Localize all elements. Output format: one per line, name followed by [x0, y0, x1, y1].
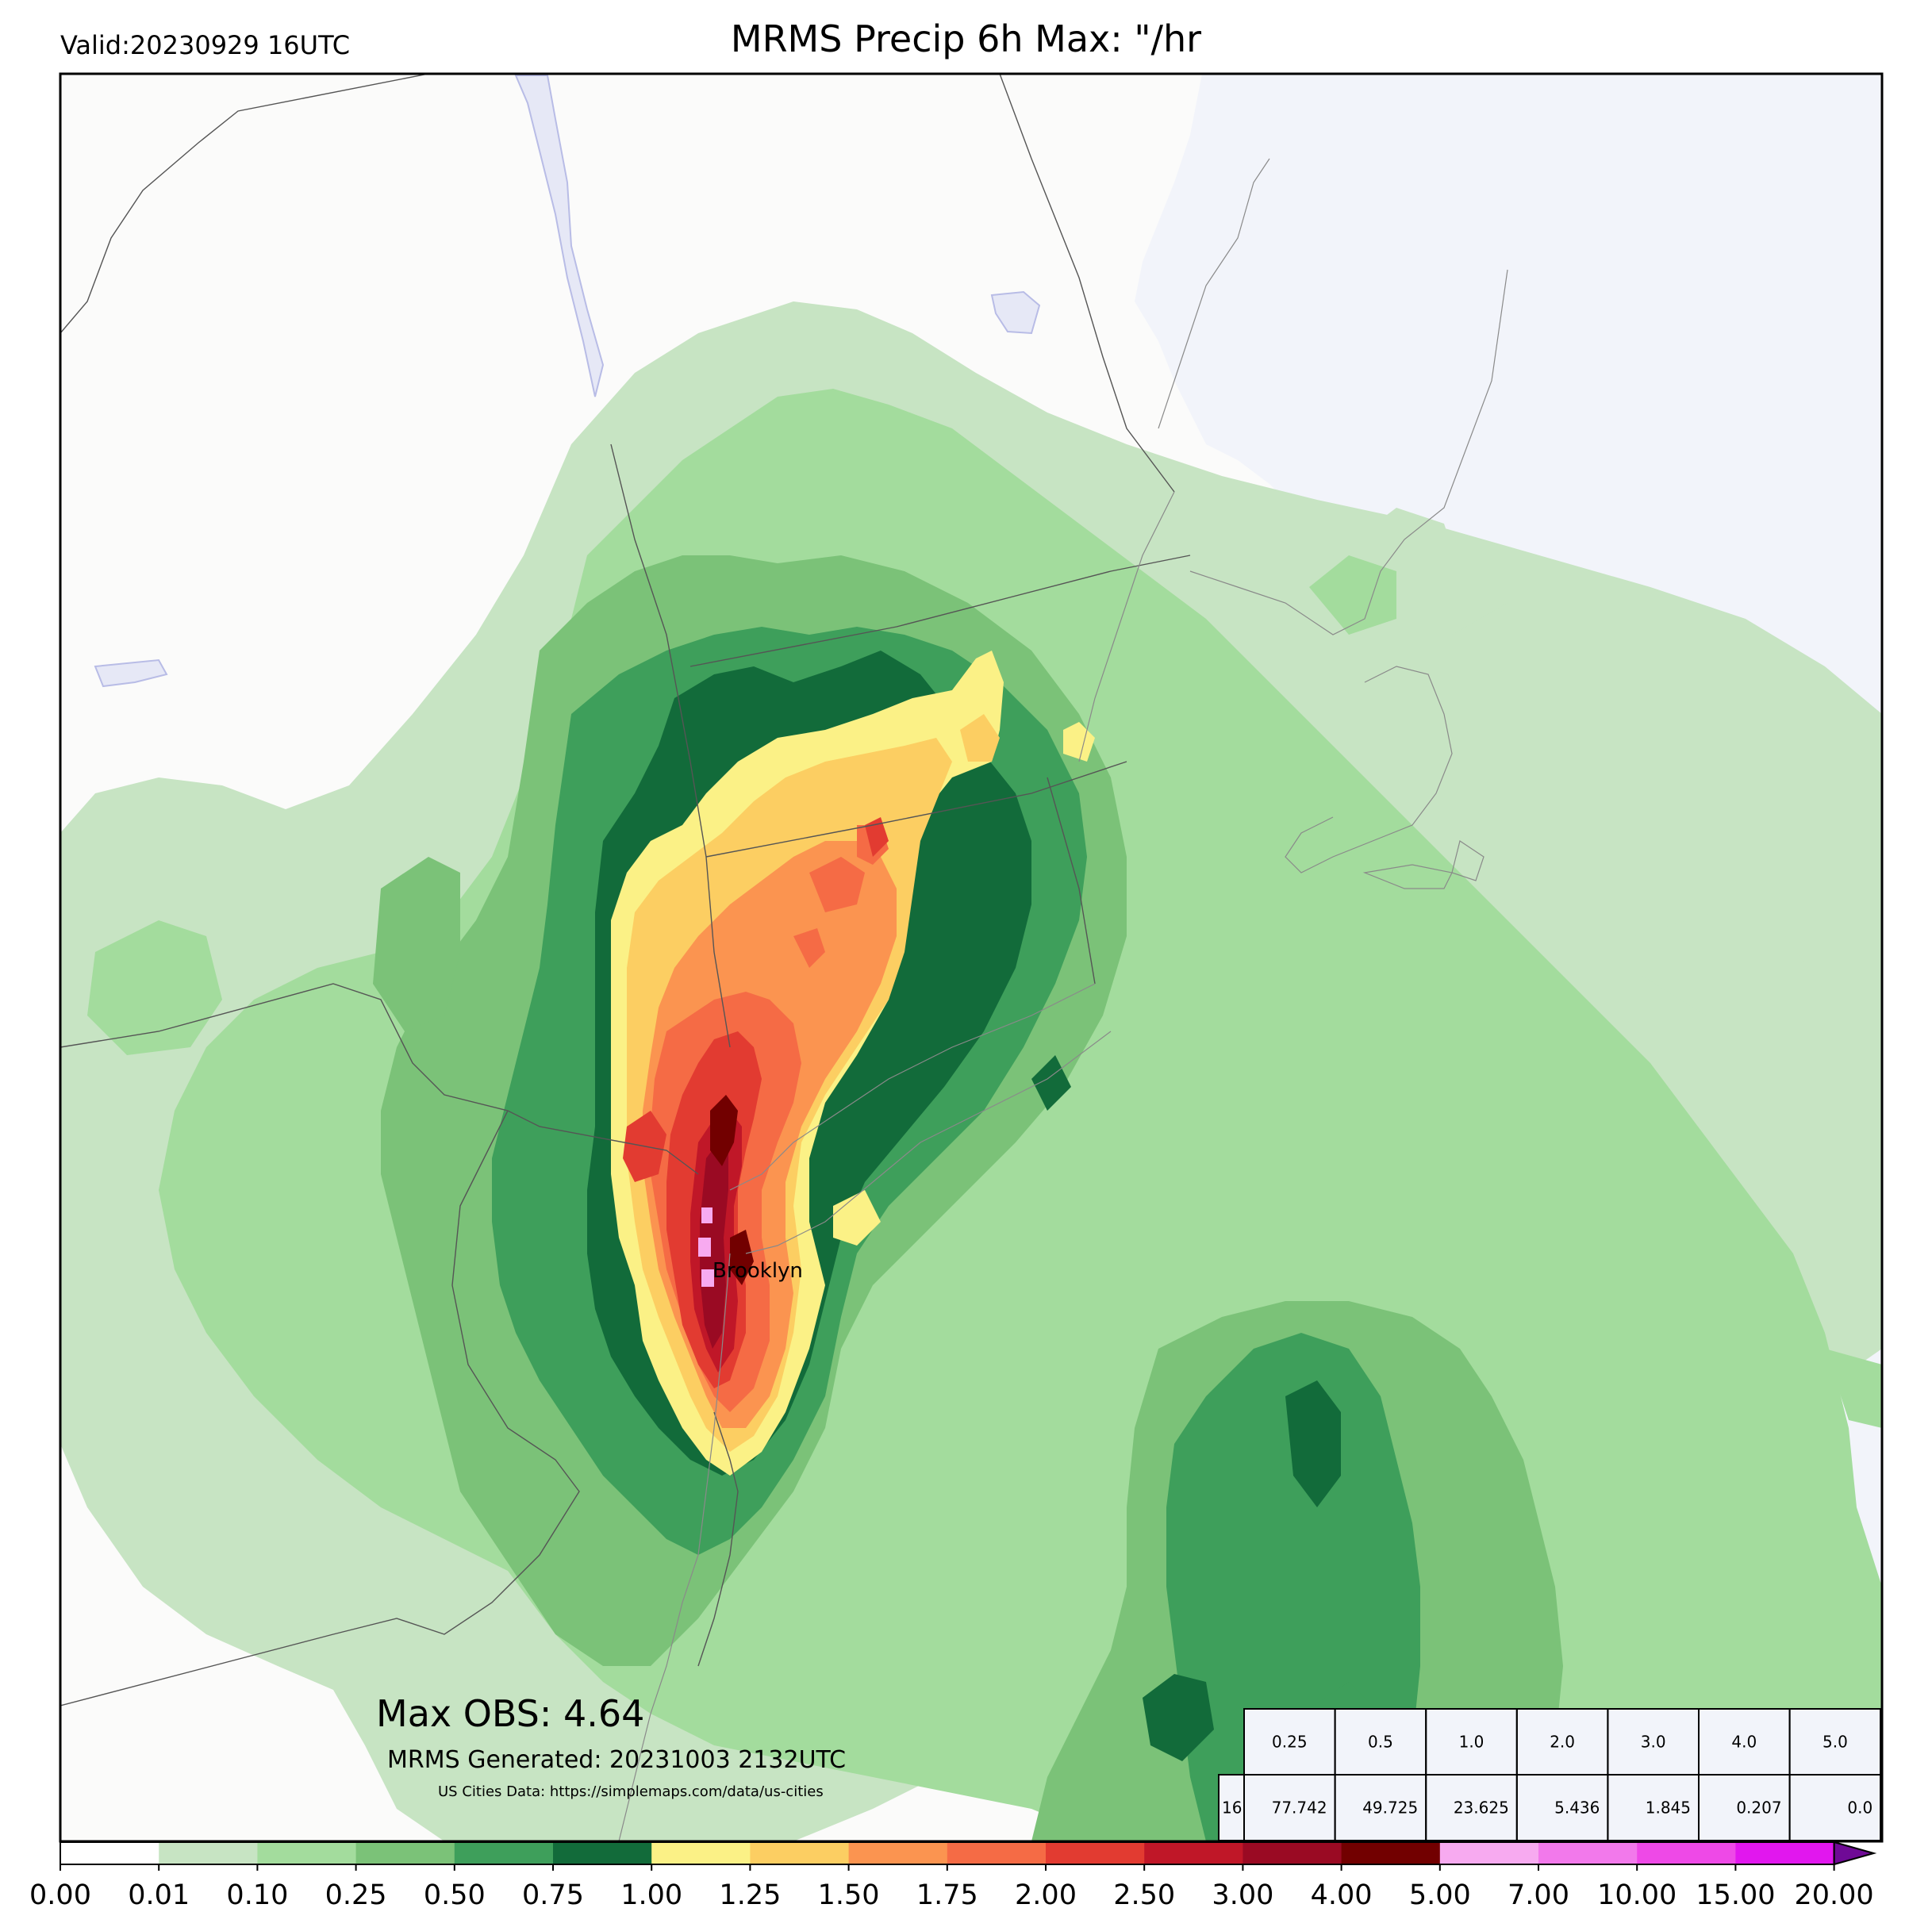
colorbar-tick-label: 0.00 — [29, 1879, 91, 1911]
colorbar-tick-label: 0.01 — [128, 1879, 190, 1911]
precip-layer-5.00 — [698, 1207, 714, 1287]
colorbar-tick-label: 20.00 — [1794, 1879, 1873, 1911]
table-header-text: 0.25 — [1272, 1733, 1308, 1752]
colorbar-segment — [1439, 1842, 1539, 1864]
colorbar-segment — [1637, 1842, 1736, 1864]
coastlines — [618, 158, 1508, 1841]
threshold-table: 0.25 0.5 1.0 2.0 3.0 4.0 5.0 77.742 49.725 23.625… — [1218, 1708, 1882, 1841]
colorbar-segment — [454, 1842, 554, 1864]
colorbar-segment — [60, 1842, 159, 1864]
table-value-text: 77.742 — [1272, 1799, 1327, 1818]
colorbar-segment — [848, 1842, 948, 1864]
lake-champlain — [514, 75, 605, 397]
table-header-text: 2.0 — [1550, 1733, 1575, 1752]
table-header-text: 3.0 — [1641, 1733, 1666, 1752]
colorbar-tick-label: 0.50 — [424, 1879, 486, 1911]
colorbar-tick-label: 2.00 — [1015, 1879, 1077, 1911]
colorbar-segment — [1046, 1842, 1145, 1864]
colorbar-segment — [257, 1842, 357, 1864]
colorbar-segment — [1538, 1842, 1638, 1864]
page-title: MRMS Precip 6h Max: "/hr — [730, 17, 1202, 60]
colorbar-tick-label: 1.25 — [719, 1879, 781, 1911]
colorbar-tick-label: 15.00 — [1696, 1879, 1775, 1911]
city-label: Brooklyn — [712, 1259, 803, 1283]
colorbar-segment — [651, 1842, 751, 1864]
table-row-label-cell — [1218, 1774, 1245, 1841]
table-header-text: 5.0 — [1823, 1733, 1848, 1752]
max-obs-label: Max OBS: 4.64 — [376, 1692, 644, 1735]
colorbar-segment — [553, 1842, 652, 1864]
colorbar-tick-label: 3.00 — [1212, 1879, 1273, 1911]
colorbar: 0.00 0.01 0.10 0.25 0.50 0.75 1.00 1.25 1.50 1.75… — [29, 1841, 1877, 1911]
colorbar-segment — [947, 1842, 1047, 1864]
table-header-text: 0.5 — [1368, 1733, 1393, 1752]
precip-layer-3.00 — [700, 1142, 728, 1349]
colorbar-tick-label: 0.75 — [522, 1879, 584, 1911]
table-value-text: 23.625 — [1454, 1799, 1509, 1818]
table-header-text: 4.0 — [1731, 1733, 1757, 1752]
precip-layer-4.00 — [710, 1095, 754, 1285]
table-row-label: 16 — [1222, 1799, 1242, 1818]
valid-time-label: Valid:20230929 16UTC — [60, 30, 351, 60]
table-value-cell — [1788, 1774, 1882, 1841]
colorbar-segment — [1735, 1842, 1835, 1864]
table-value-text: 5.436 — [1554, 1799, 1600, 1818]
lake — [94, 658, 168, 688]
colorbar-segment — [1144, 1842, 1243, 1864]
colorbar-tick-label: 10.00 — [1597, 1879, 1677, 1911]
colorbar-tick-label: 1.50 — [818, 1879, 880, 1911]
table-value-text: 0.0 — [1847, 1799, 1872, 1818]
map-area: Brooklyn Max OBS: 4.64 MRMS Generated: 2… — [60, 74, 1882, 1841]
colorbar-tick-label: 1.00 — [620, 1879, 682, 1911]
colorbar-tick-label: 0.25 — [325, 1879, 387, 1911]
colorbar-segment — [1243, 1842, 1342, 1864]
colorbar-extend-arrow — [1833, 1841, 1877, 1866]
colorbar-segment — [1341, 1842, 1441, 1864]
colorbar-segment — [750, 1842, 850, 1864]
state-boundaries — [60, 74, 1191, 1706]
source-label: US Cities Data: https://simplemaps.com/d… — [438, 1783, 824, 1800]
colorbar-tick-label: 4.00 — [1311, 1879, 1373, 1911]
generated-label: MRMS Generated: 20231003 2132UTC — [387, 1746, 846, 1774]
colorbar-tick-label: 1.75 — [916, 1879, 978, 1911]
lake — [990, 290, 1041, 335]
colorbar-segment — [355, 1842, 455, 1864]
table-value-text: 1.845 — [1646, 1799, 1691, 1818]
table-value-text: 49.725 — [1362, 1799, 1418, 1818]
colorbar-tick-label: 0.10 — [226, 1879, 288, 1911]
table-value-text: 0.207 — [1736, 1799, 1781, 1818]
colorbar-segment — [159, 1842, 258, 1864]
colorbar-tick-label: 5.00 — [1409, 1879, 1471, 1911]
table-header-text: 1.0 — [1459, 1733, 1485, 1752]
colorbar-tick-label: 2.50 — [1113, 1879, 1175, 1911]
colorbar-tick-label: 7.00 — [1508, 1879, 1569, 1911]
